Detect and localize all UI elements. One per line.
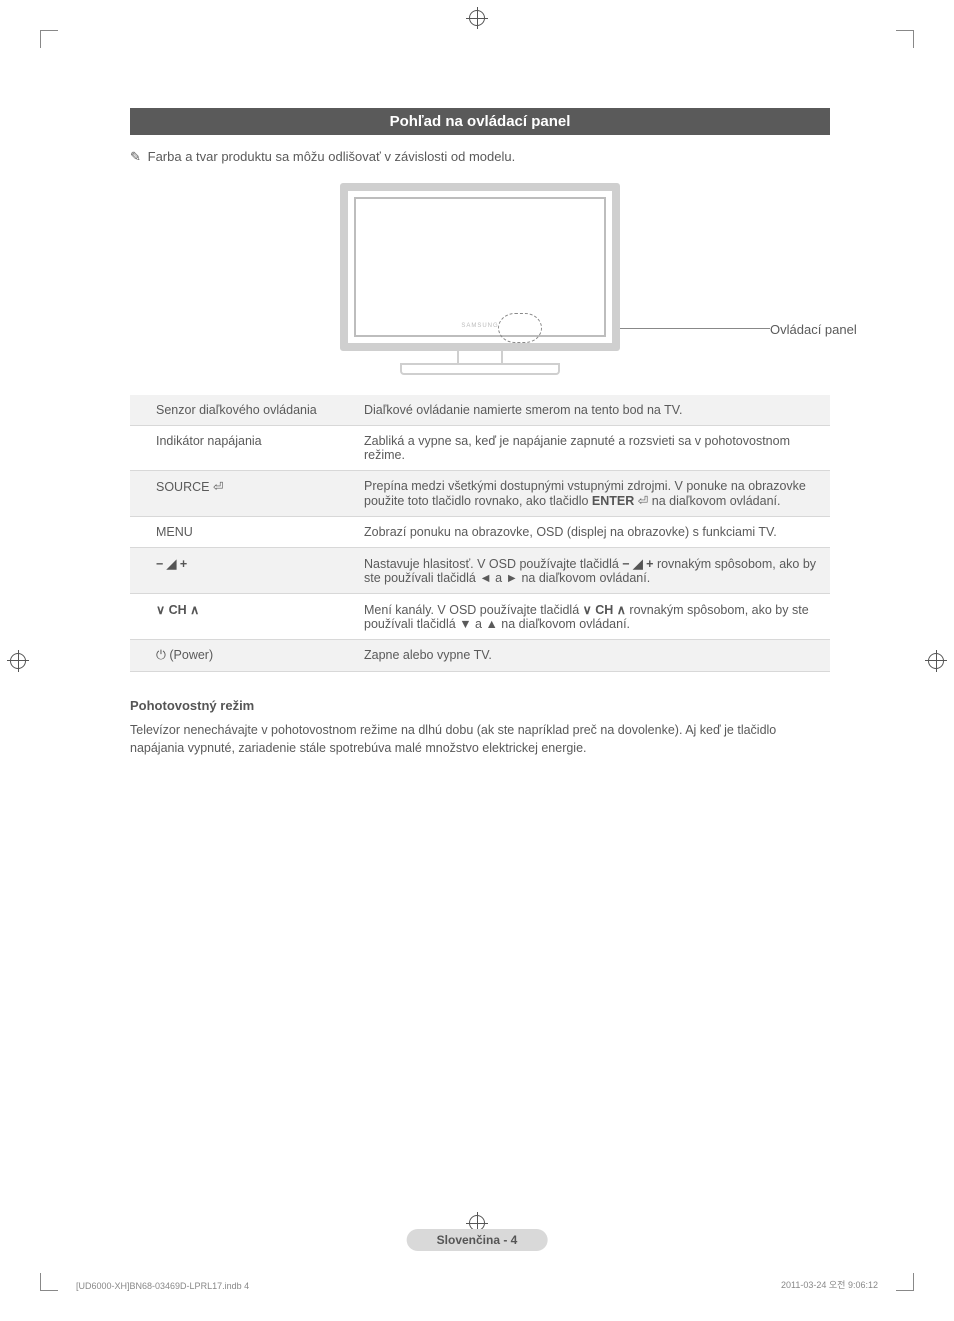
table-row: Indikátor napájaniaZabliká a vypne sa, k…: [130, 426, 830, 471]
control-description: Diaľkové ovládanie namierte smerom na te…: [354, 395, 830, 426]
note-text: Farba a tvar produktu sa môžu odlišovať …: [148, 149, 516, 164]
control-description: Nastavuje hlasitosť. V OSD používajte tl…: [354, 548, 830, 594]
crop-mark: [40, 1273, 58, 1291]
control-description: Mení kanály. V OSD používajte tlačidlá ∨…: [354, 594, 830, 640]
crop-mark: [896, 30, 914, 48]
registration-mark-icon: [928, 653, 944, 669]
crop-mark: [896, 1273, 914, 1291]
control-label: − ◢ +: [130, 548, 354, 594]
standby-body: Televízor nenechávajte v pohotovostnom r…: [130, 721, 830, 757]
lead-line: [620, 328, 770, 329]
control-description: Zobrazí ponuku na obrazovke, OSD (disple…: [354, 517, 830, 548]
crop-mark: [40, 30, 58, 48]
control-panel-indicator: [498, 313, 542, 343]
tv-frame: SAMSUNG: [340, 183, 620, 351]
registration-mark-icon: [469, 10, 485, 26]
page-content: Pohľad na ovládací panel ✎ Farba a tvar …: [130, 108, 830, 757]
control-label: Senzor diaľkového ovládania: [130, 395, 354, 426]
page-footer-right: 2011-03-24 오전 9:06:12: [781, 1278, 878, 1291]
note-line: ✎ Farba a tvar produktu sa môžu odlišova…: [130, 149, 830, 165]
table-row: Senzor diaľkového ovládaniaDiaľkové ovlá…: [130, 395, 830, 426]
tv-logo: SAMSUNG: [461, 323, 498, 329]
control-label: ∨ CH ∧: [130, 594, 354, 640]
page-footer-center: Slovenčina - 4: [407, 1229, 548, 1251]
control-label: MENU: [130, 517, 354, 548]
table-row: ⏻ (Power)Zapne alebo vypne TV.: [130, 640, 830, 672]
control-label: ⏻ (Power): [130, 640, 354, 672]
control-description: Zapne alebo vypne TV.: [354, 640, 830, 672]
table-row: MENUZobrazí ponuku na obrazovke, OSD (di…: [130, 517, 830, 548]
tv-screen: SAMSUNG: [354, 197, 606, 337]
control-description: Prepína medzi všetkými dostupnými vstupn…: [354, 471, 830, 517]
section-title: Pohľad na ovládací panel: [130, 108, 830, 135]
control-label: Indikátor napájania: [130, 426, 354, 471]
tv-stand-base: [400, 363, 560, 375]
table-row: ∨ CH ∧Mení kanály. V OSD používajte tlač…: [130, 594, 830, 640]
registration-mark-icon: [10, 653, 26, 669]
standby-heading: Pohotovostný režim: [130, 698, 830, 713]
table-row: − ◢ +Nastavuje hlasitosť. V OSD používaj…: [130, 548, 830, 594]
control-description: Zabliká a vypne sa, keď je napájanie zap…: [354, 426, 830, 471]
controls-table: Senzor diaľkového ovládaniaDiaľkové ovlá…: [130, 395, 830, 672]
page-footer-left: [UD6000-XH]BN68-03469D-LPRL17.indb 4: [76, 1281, 249, 1291]
tv-diagram: SAMSUNG Ovládací panel: [130, 183, 830, 375]
table-row: SOURCE ⏎Prepína medzi všetkými dostupným…: [130, 471, 830, 517]
lead-label: Ovládací panel: [770, 322, 890, 337]
note-icon: ✎: [130, 149, 144, 165]
control-label: SOURCE ⏎: [130, 471, 354, 517]
